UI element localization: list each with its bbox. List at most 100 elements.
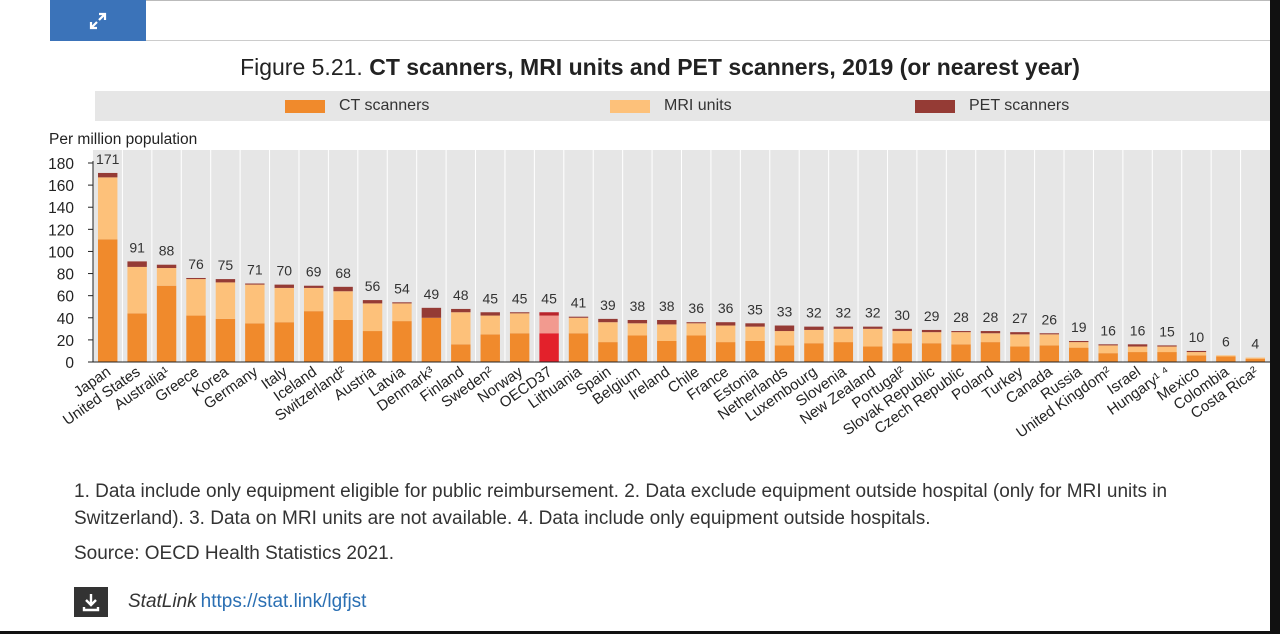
bar-segment-mri [715, 325, 736, 343]
bar-segment-ct [892, 343, 912, 362]
bar-segment-pet [598, 318, 618, 323]
bar-total-label: 30 [894, 307, 910, 323]
bar-total-label: 70 [276, 263, 292, 279]
bar-segment-pet [509, 312, 530, 314]
bar-total-label: 171 [96, 151, 120, 167]
bar-segment-pet [1186, 350, 1207, 353]
bar-segment-pet [657, 319, 677, 325]
bar-segment-pet [333, 286, 353, 292]
figure-title: Figure 5.21. CT scanners, MRI units and … [0, 54, 1280, 81]
bar-segment-mri [1245, 357, 1265, 359]
y-tick-label: 20 [57, 333, 75, 350]
bar-total-label: 56 [365, 278, 381, 294]
bar-total-label: 38 [659, 298, 675, 314]
bar-segment-pet [863, 326, 883, 329]
bar-total-label: 91 [129, 239, 145, 255]
bar-total-label: 39 [600, 297, 616, 313]
bar-total-label: 16 [1100, 322, 1116, 338]
top-rule [50, 0, 1270, 1]
bar-segment-mri [627, 323, 648, 336]
bar-segment-ct [1245, 358, 1265, 362]
bar-segment-pet [1157, 345, 1177, 347]
bar-segment-mri [539, 315, 559, 334]
bar-total-label: 38 [630, 298, 646, 314]
y-tick-label: 180 [48, 156, 74, 173]
bar-segment-pet [686, 322, 706, 324]
bar-segment-ct [509, 333, 530, 362]
bar-segment-ct [245, 323, 265, 362]
bar-segment-ct [539, 333, 559, 362]
download-button[interactable] [74, 587, 108, 617]
bar-segment-ct [657, 340, 677, 362]
bar-segment-ct [1010, 346, 1030, 362]
legend-label-pet: PET scanners [969, 97, 1070, 114]
bar-segment-ct [1186, 355, 1207, 362]
bar-segment-ct [480, 334, 500, 362]
bar-segment-mri [1127, 346, 1148, 353]
bar-segment-mri [1216, 355, 1236, 357]
bar-segment-pet [627, 319, 648, 324]
figure-source: Source: OECD Health Statistics 2021. [74, 543, 394, 564]
bar-total-label: 27 [1012, 310, 1028, 326]
bar-segment-mri [1157, 346, 1177, 353]
bar-total-label: 88 [159, 243, 175, 259]
bar-segment-mri [892, 331, 912, 344]
expand-button[interactable] [50, 0, 146, 41]
bar-segment-ct [303, 311, 324, 362]
bar-total-label: 16 [1130, 322, 1146, 338]
bar-segment-ct [274, 322, 294, 362]
bar-segment-ct [333, 319, 353, 362]
legend-item-ct: CT scanners [285, 91, 429, 121]
bar-total-label: 29 [924, 308, 940, 324]
statlink-url[interactable]: https://stat.link/lgfjst [200, 591, 367, 612]
bar-segment-pet [274, 284, 294, 288]
bar-total-label: 6 [1222, 333, 1230, 349]
bar-segment-pet [1069, 340, 1089, 343]
bar-segment-mri [303, 287, 324, 312]
bar-segment-pet [951, 331, 971, 333]
y-tick-label: 0 [65, 355, 74, 372]
y-tick-label: 40 [57, 311, 75, 328]
bar-segment-ct [863, 346, 883, 362]
figure-title-text: CT scanners, MRI units and PET scanners,… [369, 54, 1080, 80]
bar-total-label: 75 [218, 257, 234, 273]
bar-segment-mri [127, 266, 147, 314]
bar-segment-pet [480, 312, 500, 316]
bar-segment-mri [833, 328, 854, 343]
bar-segment-pet [215, 279, 236, 283]
bar-total-label: 32 [806, 305, 822, 321]
header-divider [50, 40, 1270, 41]
bar-segment-mri [245, 284, 265, 324]
bar-segment-ct [1216, 356, 1236, 362]
bar-segment-pet [804, 326, 824, 330]
bar-segment-ct [715, 342, 736, 362]
bar-total-label: 28 [983, 309, 999, 325]
y-tick-label: 60 [57, 289, 75, 306]
bar-total-label: 32 [836, 305, 852, 321]
bar-segment-mri [392, 303, 412, 322]
bar-segment-ct [392, 321, 412, 362]
bar-segment-pet [1039, 333, 1060, 335]
bar-segment-pet [745, 323, 765, 327]
bar-total-label: 68 [335, 265, 351, 281]
bar-segment-mri [333, 291, 353, 320]
legend-label-mri: MRI units [664, 97, 732, 114]
bar-segment-pet [980, 331, 1001, 334]
legend-item-pet: PET scanners [915, 91, 1069, 121]
bar-total-label: 71 [247, 262, 263, 278]
bar-segment-pet [392, 302, 412, 304]
bar-segment-pet [303, 285, 324, 288]
bar-segment-ct [1127, 352, 1148, 362]
statlink-label: StatLink [128, 591, 197, 612]
bar-total-label: 54 [394, 280, 410, 296]
bar-segment-ct [215, 318, 236, 362]
legend-swatch-pet [915, 99, 955, 113]
download-icon [82, 594, 100, 612]
bar-segment-pet [1127, 344, 1148, 347]
bar-segment-ct [127, 313, 147, 362]
legend-swatch-ct [285, 99, 325, 113]
bar-segment-mri [186, 279, 206, 316]
bar-segment-ct [451, 344, 471, 362]
bar-segment-mri [156, 268, 177, 286]
bar-segment-pet [451, 308, 471, 313]
